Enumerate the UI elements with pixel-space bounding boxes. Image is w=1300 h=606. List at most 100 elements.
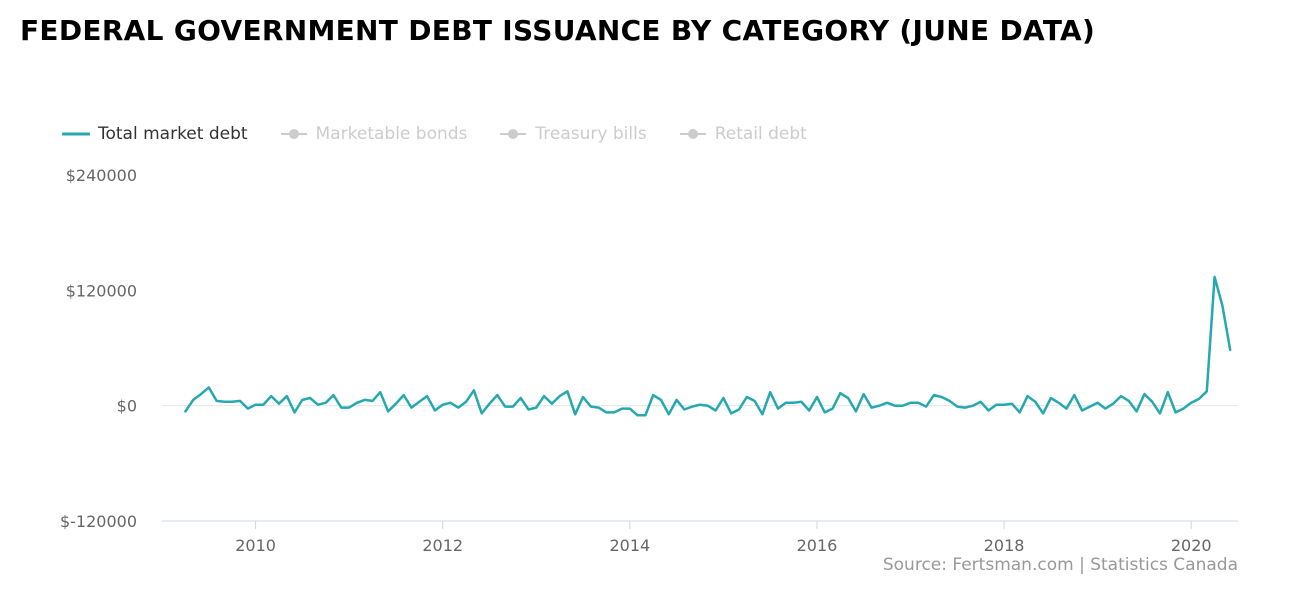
data-point[interactable] [424,393,430,399]
data-point[interactable] [214,398,220,404]
data-point[interactable] [876,403,882,409]
data-point[interactable] [276,401,282,407]
data-point[interactable] [1204,388,1210,394]
data-point[interactable] [775,406,781,412]
series-line-total-market-debt[interactable] [184,275,1232,417]
data-point[interactable] [705,403,711,409]
data-point[interactable] [954,404,960,410]
data-point[interactable] [494,392,500,398]
data-point[interactable] [315,402,321,408]
data-point[interactable] [1188,400,1194,406]
data-point[interactable] [1095,400,1101,406]
data-point[interactable] [798,399,804,405]
data-point[interactable] [837,390,843,396]
data-point[interactable] [931,392,937,398]
data-point[interactable] [1017,409,1023,415]
data-point[interactable] [463,399,469,405]
data-point[interactable] [1087,404,1093,410]
data-point[interactable] [713,408,719,414]
data-point[interactable] [237,398,243,404]
data-point[interactable] [908,400,914,406]
data-point[interactable] [1102,406,1108,412]
data-point[interactable] [182,408,188,414]
data-point[interactable] [260,402,266,408]
data-point[interactable] [627,406,633,412]
data-point[interactable] [331,392,337,398]
data-point[interactable] [611,409,617,415]
data-point[interactable] [1212,274,1218,280]
data-point[interactable] [245,406,251,412]
data-point[interactable] [1118,393,1124,399]
data-point[interactable] [518,395,524,401]
data-point[interactable] [1079,408,1085,414]
data-point[interactable] [1040,410,1046,416]
data-point[interactable] [393,401,399,407]
data-point[interactable] [323,400,329,406]
data-point[interactable] [658,397,664,403]
data-point[interactable] [1227,347,1233,353]
data-point[interactable] [1141,391,1147,397]
data-point[interactable] [728,410,734,416]
data-point[interactable] [1001,402,1007,408]
data-point[interactable] [1157,410,1163,416]
data-point[interactable] [292,409,298,415]
data-point[interactable] [970,403,976,409]
data-point[interactable] [845,395,851,401]
data-point[interactable] [603,409,609,415]
data-point[interactable] [900,403,906,409]
data-point[interactable] [674,397,680,403]
data-point[interactable] [377,389,383,395]
data-point[interactable] [1110,401,1116,407]
data-point[interactable] [1025,393,1031,399]
data-point[interactable] [502,404,508,410]
legend-item-marketable-bonds[interactable]: Marketable bonds [280,124,467,144]
data-point[interactable] [1009,401,1015,407]
data-point[interactable] [190,397,196,403]
data-point[interactable] [822,409,828,415]
data-point[interactable] [806,408,812,414]
legend-item-retail-debt[interactable]: Retail debt [679,124,807,144]
data-point[interactable] [923,404,929,410]
data-point[interactable] [720,395,726,401]
data-point[interactable] [455,405,461,411]
data-point[interactable] [284,393,290,399]
data-point[interactable] [635,412,641,418]
data-point[interactable] [986,408,992,414]
data-point[interactable] [814,394,820,400]
data-point[interactable] [198,391,204,397]
data-point[interactable] [853,408,859,414]
data-point[interactable] [993,402,999,408]
data-point[interactable] [416,399,422,405]
data-point[interactable] [1071,392,1077,398]
data-point[interactable] [1219,303,1225,309]
data-point[interactable] [642,412,648,418]
data-point[interactable] [666,411,672,417]
data-point[interactable] [572,411,578,417]
data-point[interactable] [752,398,758,404]
data-point[interactable] [915,400,921,406]
data-point[interactable] [409,405,415,411]
data-point[interactable] [206,384,212,390]
data-point[interactable] [487,401,493,407]
data-point[interactable] [650,392,656,398]
data-point[interactable] [307,395,313,401]
data-point[interactable] [448,400,454,406]
data-point[interactable] [1196,396,1202,402]
data-point[interactable] [744,394,750,400]
data-point[interactable] [619,406,625,412]
data-point[interactable] [549,401,555,407]
data-point[interactable] [596,405,602,411]
legend-item-treasury-bills[interactable]: Treasury bills [499,124,647,144]
data-point[interactable] [869,405,875,411]
data-point[interactable] [884,400,890,406]
data-point[interactable] [221,399,227,405]
data-point[interactable] [338,405,344,411]
data-point[interactable] [892,403,898,409]
data-point[interactable] [432,408,438,414]
data-point[interactable] [346,405,352,411]
data-point[interactable] [1134,408,1140,414]
data-point[interactable] [362,397,368,403]
data-point[interactable] [354,400,360,406]
data-point[interactable] [689,404,695,410]
data-point[interactable] [1180,406,1186,412]
